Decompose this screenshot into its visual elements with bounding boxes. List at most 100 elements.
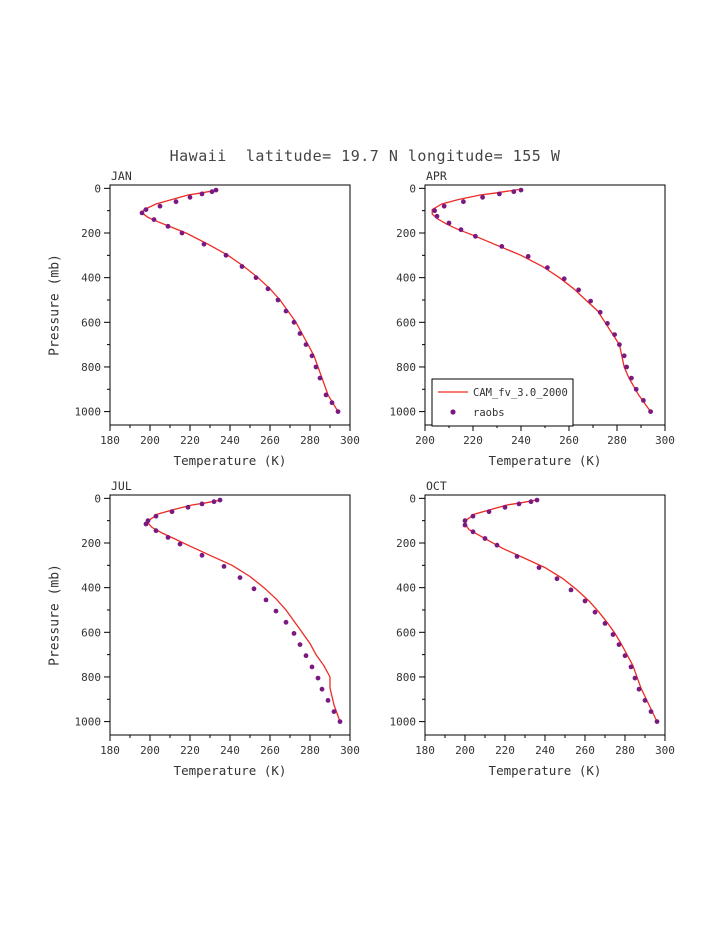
raobs-dot (605, 321, 610, 326)
raobs-dot (153, 513, 159, 519)
raobs-dot (525, 254, 531, 259)
raobs-dot (628, 664, 634, 670)
raobs-dot (434, 213, 440, 219)
raobs-dot (199, 191, 205, 197)
raobs-dot (331, 709, 337, 714)
raobs-dot (636, 686, 642, 692)
raobs-dot (499, 244, 505, 249)
raobs-dots (139, 187, 341, 414)
panel-apr: 200 220 240 260 280 300 0 200 400 600 800 1000 APR Te… (375, 169, 675, 475)
raobs-dot (151, 217, 157, 222)
raobs-dot (251, 586, 257, 592)
raobs-dot (153, 528, 159, 534)
x-tick-label: 200 (140, 744, 160, 757)
raobs-dot (516, 501, 522, 507)
x-tick-label: 300 (340, 434, 360, 447)
raobs-dot (554, 576, 560, 582)
raobs-dot (482, 536, 488, 541)
jul-plot-svg: 180 200 220 240 260 280 300 0 200 400 600 800 1000 JU… (75, 479, 360, 778)
raobs-dot (221, 564, 227, 569)
x-axis-title: Temperature (K) (489, 763, 602, 778)
raobs-dot (309, 664, 315, 670)
apr-plot-svg: 200 220 240 260 280 300 0 200 400 600 800 1000 APR Te… (390, 169, 675, 468)
raobs-dot (309, 353, 315, 359)
raobs-dot (518, 187, 524, 193)
raobs-dot (648, 409, 653, 414)
x-tick-label: 180 (415, 744, 435, 757)
x-tick-label: 260 (260, 434, 280, 447)
panel-label: OCT (426, 479, 447, 493)
model-line (464, 498, 658, 722)
raobs-dot (263, 597, 269, 603)
raobs-dot (291, 319, 297, 325)
y-tick-label: 600 (396, 316, 416, 329)
raobs-dot (432, 208, 437, 214)
raobs-dot (303, 653, 309, 659)
raobs-dot (179, 230, 185, 236)
raobs-dot (511, 189, 517, 195)
raobs-dot (592, 609, 598, 615)
raobs-dot (642, 698, 648, 703)
raobs-dot (213, 187, 219, 193)
x-tick-label: 260 (559, 434, 579, 447)
raobs-dot (632, 675, 638, 681)
raobs-dot (143, 207, 149, 212)
raobs-dot (462, 522, 468, 528)
plot-frame (109, 494, 351, 736)
raobs-dot (545, 265, 550, 270)
raobs-dot (291, 631, 297, 636)
raobs-dot (494, 542, 500, 548)
x-tick-label: 220 (463, 434, 483, 447)
raobs-dot (568, 587, 574, 593)
jan-plot-svg: 180 200 220 240 260 280 300 0 200 400 600 800 1000 JA… (75, 169, 360, 468)
raobs-dot (582, 598, 588, 604)
x-tick-label: 180 (100, 744, 120, 757)
raobs-dot (199, 552, 205, 558)
raobs-dot (329, 400, 335, 406)
raobs-dot (641, 398, 646, 403)
x-tick-label: 240 (535, 744, 555, 757)
y-tick-label: 200 (81, 537, 101, 550)
raobs-dot (315, 675, 321, 681)
model-line (147, 498, 341, 722)
raobs-dot (470, 529, 476, 535)
raobs-dot (458, 227, 464, 233)
x-tick-label: 280 (607, 434, 627, 447)
x-axis-title: Temperature (K) (489, 453, 602, 468)
raobs-dot (297, 642, 303, 647)
panel-jan: 180 200 220 240 260 280 300 0 200 400 600 800 1000 JA… (60, 169, 360, 475)
model-line (431, 188, 652, 412)
x-tick-label: 200 (415, 434, 435, 447)
raobs-dot (612, 332, 617, 337)
x-tick-label: 180 (100, 434, 120, 447)
y-tick-label: 0 (94, 492, 101, 505)
figure-title: Hawaii latitude= 19.7 N longitude= 155 W (169, 147, 561, 165)
raobs-dot (624, 364, 629, 370)
raobs-dot (143, 521, 149, 527)
y-tick-label: 1000 (390, 716, 417, 729)
raobs-dot (283, 619, 289, 625)
raobs-dot (602, 621, 608, 626)
raobs-dot (588, 298, 593, 304)
raobs-dot (473, 233, 478, 239)
raobs-dot (297, 331, 303, 336)
raobs-dot (139, 210, 145, 216)
y-tick-label: 400 (396, 582, 416, 595)
raobs-dot (165, 535, 171, 540)
x-tick-label: 200 (140, 434, 160, 447)
x-tick-label: 280 (615, 744, 635, 757)
x-tick-label: 220 (180, 744, 200, 757)
raobs-dot (239, 264, 245, 269)
raobs-dot (597, 309, 603, 315)
raobs-dot (313, 364, 319, 370)
raobs-dot (576, 287, 581, 293)
raobs-dot (616, 642, 622, 647)
x-axis-title: Temperature (K) (174, 453, 287, 468)
x-tick-label: 220 (180, 434, 200, 447)
raobs-dot (441, 203, 447, 209)
panel-oct: 180 200 220 240 260 280 300 0 200 400 600 800 1000 OC… (375, 479, 675, 785)
y-tick-label: 600 (81, 626, 101, 639)
legend-line-label: CAM_fv_3.0_2000 (473, 387, 568, 399)
raobs-dot (502, 504, 508, 510)
